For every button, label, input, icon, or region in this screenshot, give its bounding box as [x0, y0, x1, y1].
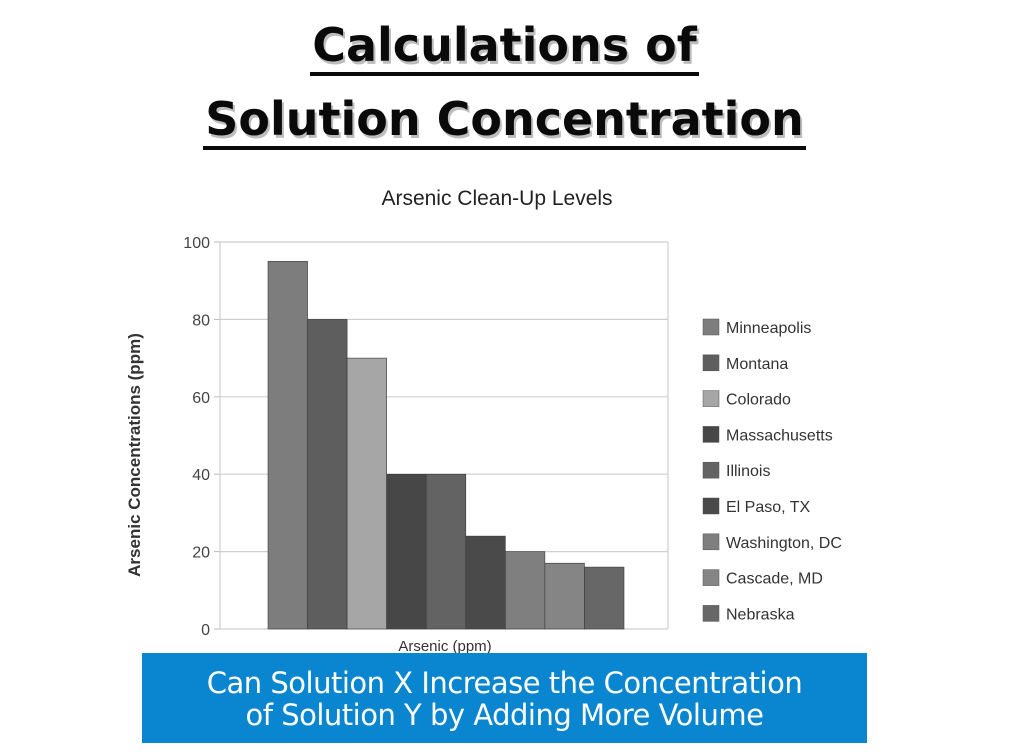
page-title-line-1: Calculations of	[0, 22, 1009, 76]
y-tick-labels: 0 20 40 60 80 100	[183, 235, 210, 639]
legend-swatch	[702, 461, 720, 479]
page-title-text-2: Solution Concentration	[203, 96, 806, 150]
legend-label: Washington, DC	[726, 535, 842, 552]
legend-label: Montana	[726, 356, 788, 373]
legend-label: Minneapolis	[726, 320, 811, 337]
legend-label: Nebraska	[726, 606, 795, 623]
caption-line-2: of Solution Y by Adding More Volume	[245, 698, 764, 732]
page-title-text-1: Calculations of	[310, 22, 699, 76]
legend-swatch	[702, 354, 720, 372]
chart-title: Arsenic Clean-Up Levels	[381, 187, 612, 210]
y-tick-label: 80	[192, 312, 210, 329]
bar-massachusetts	[386, 473, 427, 630]
y-axis-label: Arsenic Concentrations (ppm)	[125, 333, 144, 577]
legend-swatch	[702, 533, 720, 551]
legend-label: Colorado	[726, 392, 791, 409]
caption-banner: Can Solution X Increase the Concentratio…	[142, 653, 867, 743]
y-tick-label: 60	[192, 390, 210, 407]
page-title-line-2: Solution Concentration	[0, 96, 1009, 150]
legend-swatch	[702, 569, 720, 586]
legend-label: Cascade, MD	[726, 571, 823, 588]
legend-swatch	[702, 605, 720, 622]
bar-el-paso-tx	[465, 535, 506, 630]
legend-swatch	[702, 390, 720, 407]
bar-cascade-md	[544, 562, 585, 630]
bar-montana	[307, 319, 348, 630]
legend-swatch	[702, 318, 720, 336]
y-tick-label: 0	[201, 622, 210, 639]
legend: Minneapolis Montana Colorado Massachusetts I…	[702, 318, 842, 623]
bar-chart: Arsenic Clean-Up Levels 0 20 40 60 80 100 Ars…	[125, 187, 842, 655]
bar-colorado	[346, 357, 387, 630]
bar-washington-dc	[505, 551, 546, 630]
legend-label: Illinois	[726, 463, 770, 480]
bar-illinois	[425, 473, 467, 630]
bar-nebraska	[584, 566, 625, 630]
y-tick-label: 40	[192, 467, 210, 484]
bars	[267, 261, 625, 630]
legend-swatch	[702, 426, 720, 443]
bar-minneapolis	[267, 261, 308, 630]
x-axis-label: Arsenic (ppm)	[398, 638, 491, 655]
y-tick-label: 20	[192, 545, 210, 562]
legend-swatch	[702, 497, 720, 515]
legend-label: El Paso, TX	[726, 499, 811, 516]
caption-line-1: Can Solution X Increase the Concentratio…	[206, 666, 803, 700]
legend-label: Massachusetts	[726, 427, 833, 444]
y-tick-label: 100	[183, 235, 210, 252]
